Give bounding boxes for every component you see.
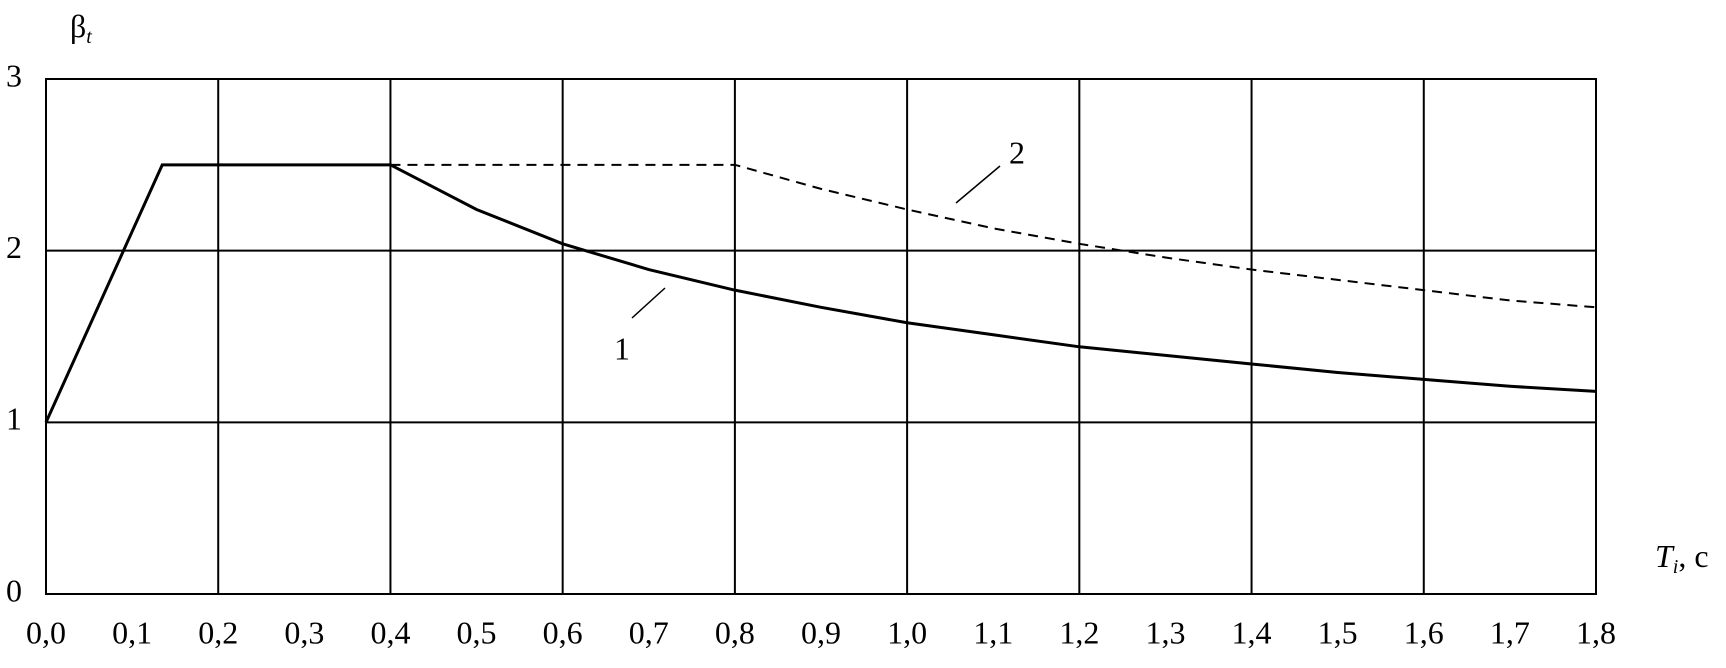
x-tick-label: 1,4 <box>1232 614 1272 650</box>
x-tick-label: 1,2 <box>1059 614 1099 650</box>
x-tick-label: 0,9 <box>801 614 841 650</box>
y-axis-label-sub: t <box>86 26 92 48</box>
leader-line <box>631 287 666 319</box>
x-axis-label-sub: i <box>1673 556 1679 578</box>
x-tick-label: 1,0 <box>887 614 927 650</box>
x-tick-label: 0,1 <box>112 614 152 650</box>
x-axis-label: Ti, c <box>1655 538 1709 577</box>
y-axis-label: βt <box>70 8 92 47</box>
y-tick-label: 2 <box>6 229 22 265</box>
x-tick-label: 0,4 <box>370 614 410 650</box>
series-label: 1 <box>614 330 630 366</box>
x-tick-label: 1,1 <box>973 614 1013 650</box>
x-tick-label: 1,5 <box>1318 614 1358 650</box>
x-tick-label: 1,6 <box>1404 614 1444 650</box>
x-tick-label: 0,3 <box>284 614 324 650</box>
x-tick-label: 1,8 <box>1576 614 1616 650</box>
x-axis-label-main: T <box>1655 538 1675 574</box>
y-axis-label-main: β <box>70 8 86 44</box>
x-tick-label: 1,3 <box>1145 614 1185 650</box>
x-tick-label: 0,8 <box>715 614 755 650</box>
plot-frame <box>45 78 1597 595</box>
y-tick-label: 3 <box>6 57 22 93</box>
series-label: 2 <box>1009 134 1025 170</box>
x-tick-label: 0,5 <box>457 614 497 650</box>
y-tick-label: 0 <box>6 572 22 608</box>
x-tick-label: 0,0 <box>26 614 66 650</box>
x-tick-label: 0,6 <box>543 614 583 650</box>
y-tick-label: 1 <box>6 401 22 437</box>
x-axis-label-unit: , c <box>1678 538 1708 574</box>
series-line <box>390 163 1597 309</box>
series-line <box>44 163 1597 423</box>
x-tick-label: 0,2 <box>198 614 238 650</box>
x-tick-label: 1,7 <box>1490 614 1530 650</box>
leader-line <box>955 165 1001 204</box>
x-tick-label: 0,7 <box>629 614 669 650</box>
